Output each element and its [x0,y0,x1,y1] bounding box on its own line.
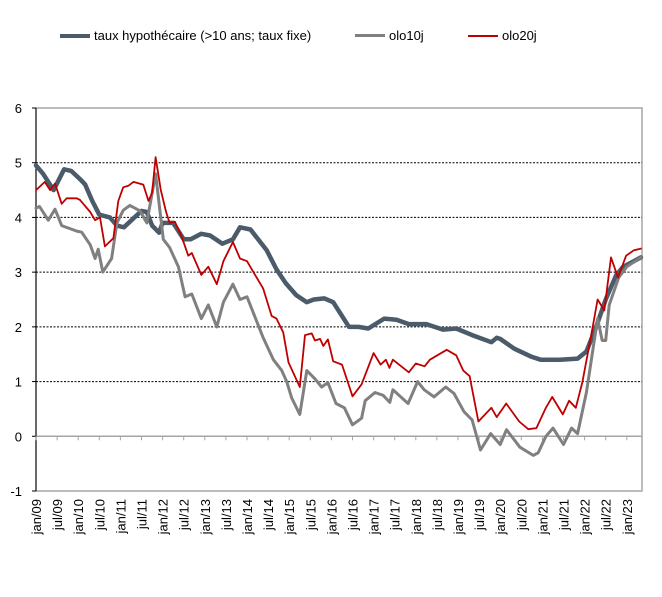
x-tick-label: jan/15 [282,499,297,535]
legend-swatch [355,34,385,37]
legend-label: olo20j [502,28,537,43]
legend-swatch [468,34,498,37]
x-tick-label: jan/20 [493,499,508,535]
y-tick-label: 0 [15,429,22,444]
y-tick-label: 6 [15,101,22,116]
legend-label: taux hypothécaire (>10 ans; taux fixe) [94,28,312,43]
x-tick-label: jul/11 [135,499,150,530]
x-tick-label: jan/14 [240,499,255,535]
series-line-olo20j [35,156,642,431]
x-tick-label: jul/21 [557,499,572,531]
x-tick-label: jan/22 [578,499,593,535]
legend-item-mortgage: taux hypothécaire (>10 ans; taux fixe) [60,28,311,43]
legend-item-olo10j: olo10j [355,28,424,43]
x-tick-label: jul/17 [388,499,403,531]
x-tick-label: jul/15 [303,499,318,531]
y-tick-label: 2 [15,320,22,335]
x-tick-label: jan/10 [71,499,86,535]
x-tick-label: jul/14 [261,499,276,531]
x-tick-label: jul/13 [219,499,234,531]
y-tick-label: 3 [15,265,22,280]
x-tick-label: jul/10 [92,499,107,531]
x-tick-label: jul/12 [177,499,192,531]
x-tick-label: jul/16 [346,499,361,531]
x-tick-label: jan/18 [409,499,424,535]
x-tick-label: jul/20 [514,499,529,531]
x-tick-label: jan/21 [535,499,550,535]
y-tick-label: 4 [15,210,22,225]
legend: taux hypothécaire (>10 ans; taux fixe) o… [0,28,662,48]
y-tick-label: 5 [15,156,22,171]
x-tick-label: jul/09 [50,499,65,531]
series-line-mortgage-rate [33,163,644,362]
legend-swatch [60,33,90,38]
x-tick-label: jan/11 [113,499,128,534]
plot-frame [35,107,643,492]
x-tick-label: jul/22 [599,499,614,531]
x-tick-label: jan/19 [451,499,466,535]
legend-item-olo20j: olo20j [468,28,537,43]
x-tick-label: jan/12 [156,499,171,535]
x-tick-label: jan/16 [324,499,339,535]
x-tick-label: jan/09 [29,499,44,535]
x-tick-label: jan/23 [620,499,635,535]
y-tick-label: -1 [10,484,22,499]
y-tick-label: 1 [15,375,22,390]
legend-label: olo10j [389,28,424,43]
x-tick-label: jul/19 [472,499,487,531]
x-tick-label: jan/17 [367,499,382,535]
series-line-olo10j [34,172,643,457]
x-tick-label: jan/13 [198,499,213,535]
x-tick-label: jul/18 [430,499,445,531]
